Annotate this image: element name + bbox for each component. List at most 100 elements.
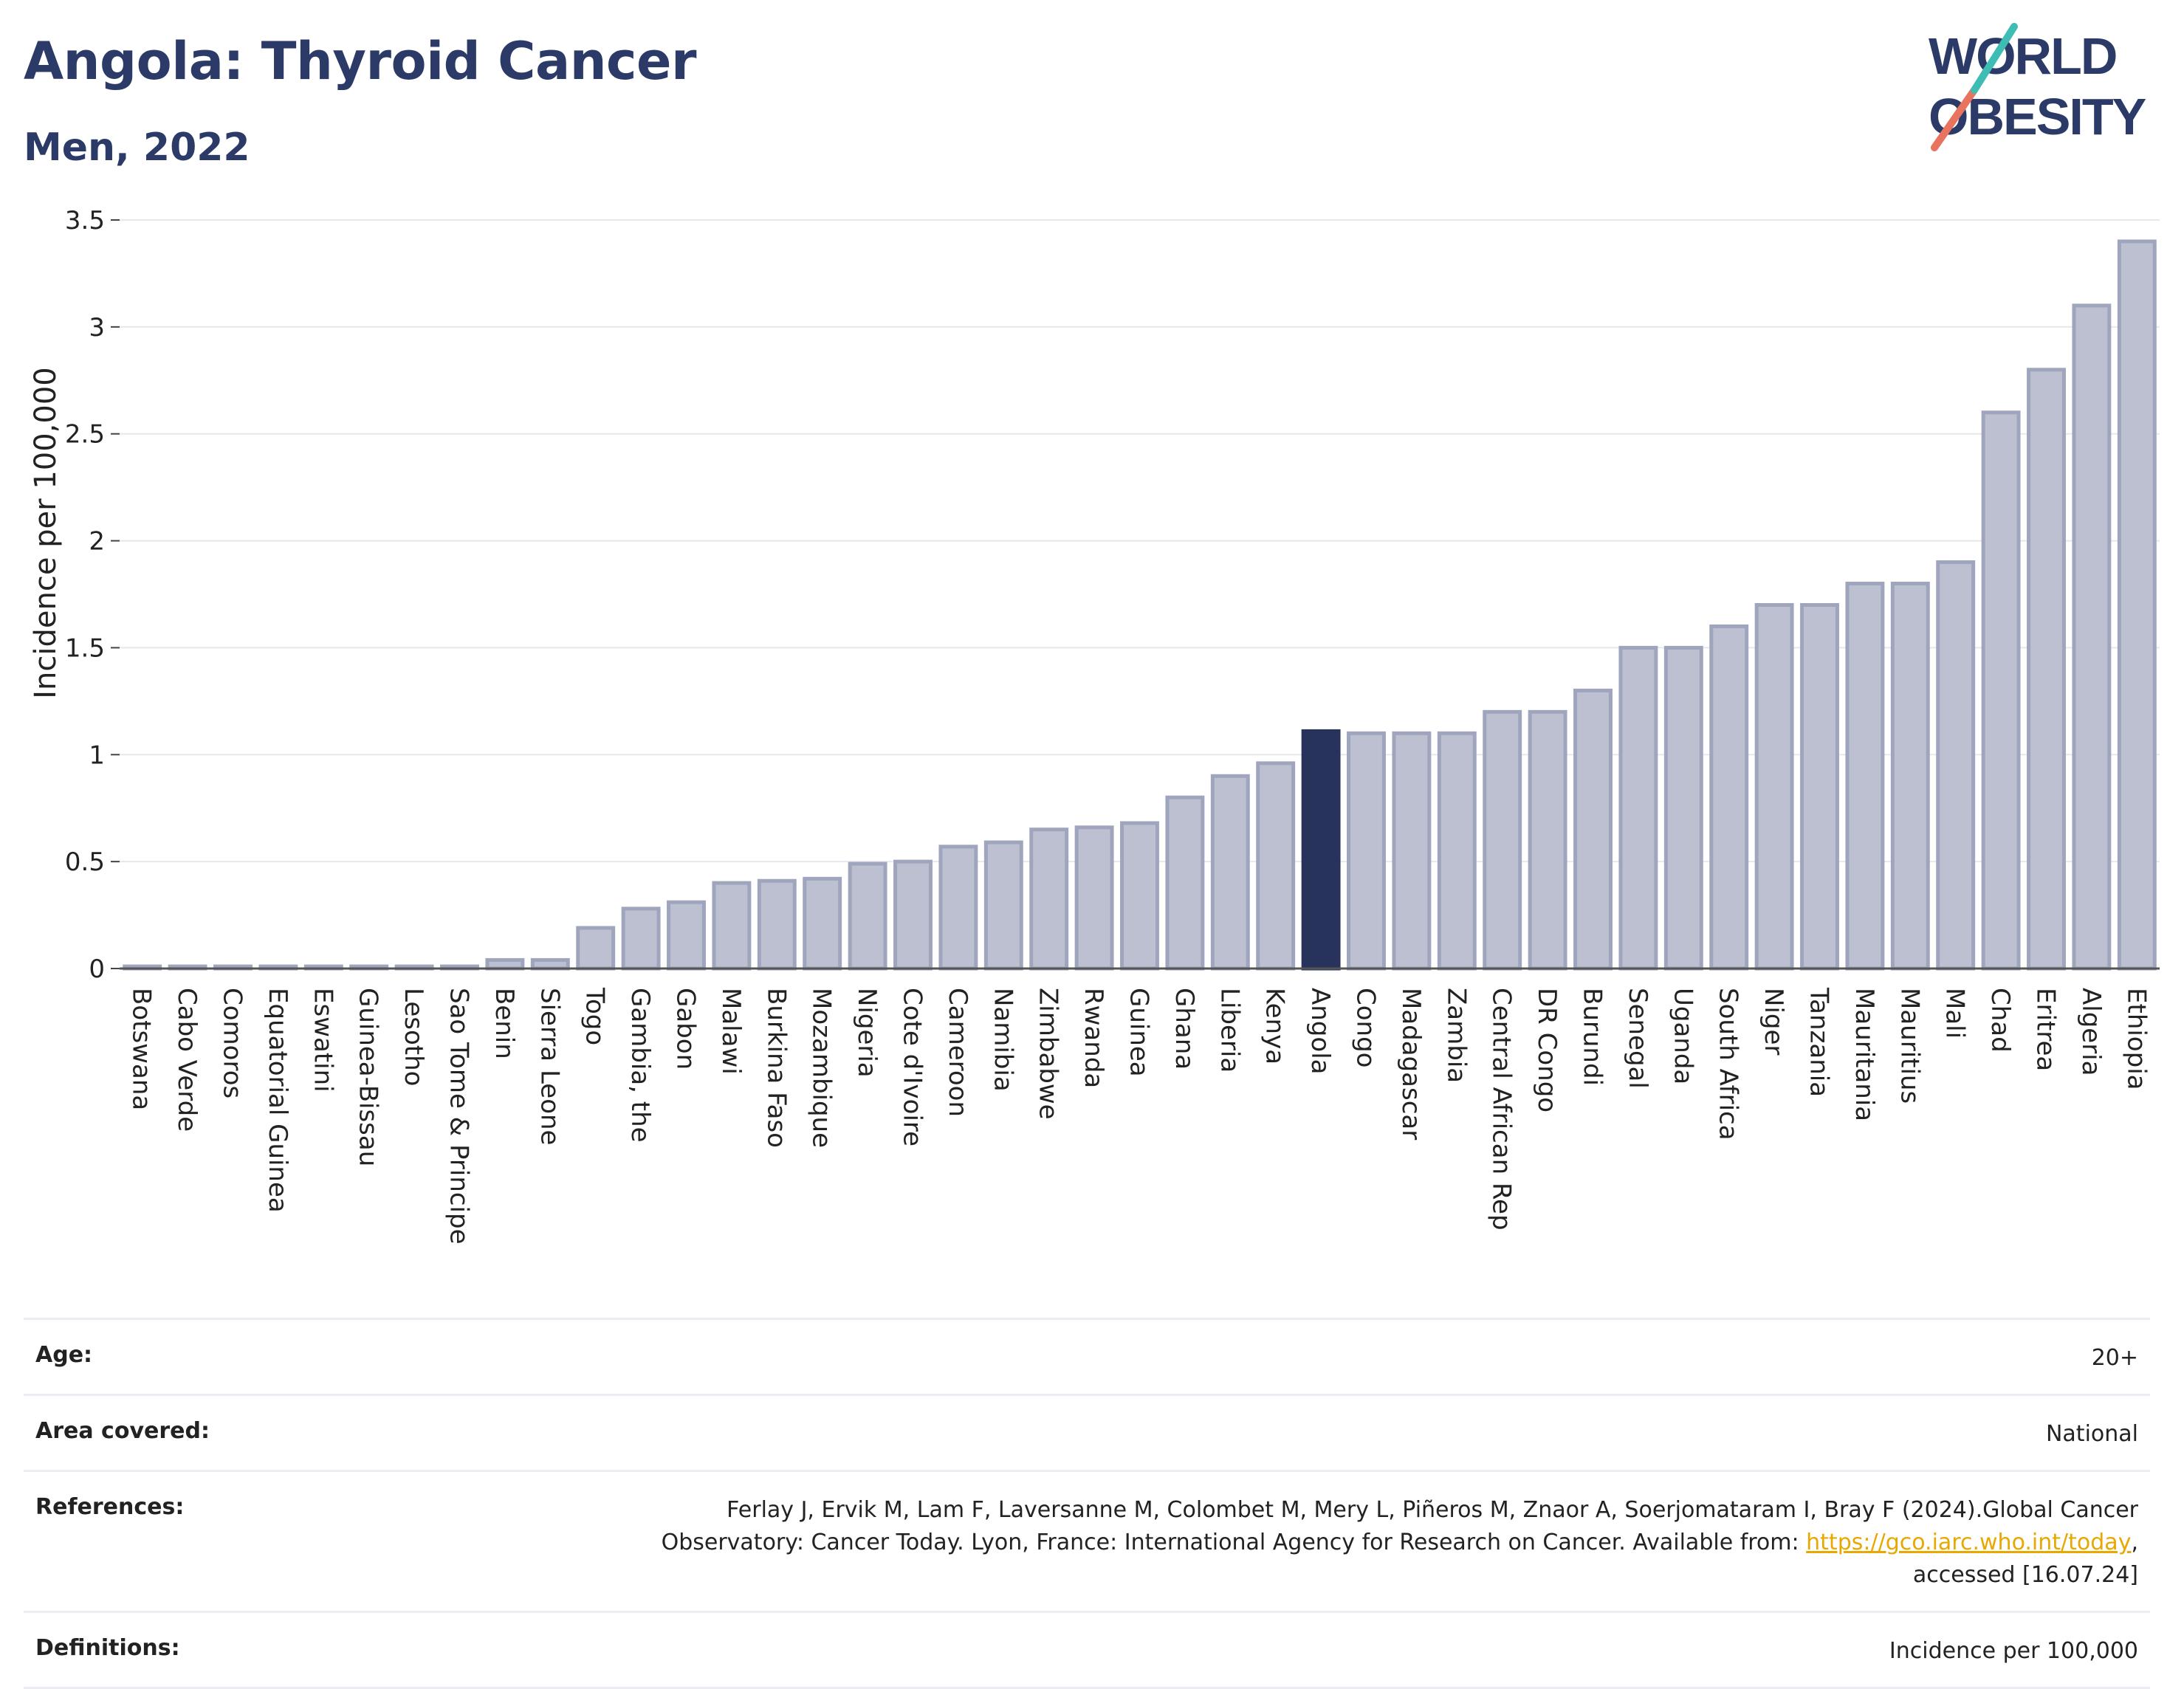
metadata-table: Age: 20+ Area covered: National Referenc… <box>24 1318 2150 1689</box>
x-tick-label: Guinea-Bissau <box>354 988 383 1166</box>
x-tick-label: Madagascar <box>1396 988 1426 1140</box>
references-line-1: Ferlay J, Ervik M, Lam F, Laversanne M, … <box>727 1497 2138 1523</box>
references-line-2-end: , <box>2131 1530 2138 1555</box>
y-tick-label: 0 <box>89 954 105 984</box>
x-tick-label: Uganda <box>1668 988 1697 1084</box>
x-tick-label: Zimbabwe <box>1034 988 1063 1120</box>
x-tick-label: Cameroon <box>943 988 972 1117</box>
y-tick-label: 1 <box>89 740 105 770</box>
definitions-label: Definitions: <box>35 1635 180 1661</box>
x-tick-label: Eritrea <box>2031 988 2061 1071</box>
meta-row-age: Age: 20+ <box>24 1318 2150 1394</box>
bar-mali <box>1936 560 1976 971</box>
bar-senegal <box>1618 645 1658 971</box>
bar-nigeria <box>848 861 887 971</box>
references-line-2: Observatory: Cancer Today. Lyon, France:… <box>661 1530 1807 1555</box>
bar-congo <box>1347 731 1386 971</box>
x-tick-label: Botswana <box>127 988 157 1110</box>
x-tick-label: Togo <box>580 987 610 1045</box>
x-tick-label: Liberia <box>1215 988 1244 1073</box>
bar-namibia <box>983 840 1023 971</box>
x-tick-label: Ghana <box>1170 988 1199 1070</box>
x-tick-label: Malawi <box>716 988 746 1075</box>
bar-zambia <box>1437 731 1477 971</box>
bar-mozambique <box>803 876 842 971</box>
x-tick-label: Burundi <box>1578 988 1607 1086</box>
x-tick-label: Equatorial Guinea <box>263 988 292 1213</box>
area-value: National <box>2045 1421 2138 1447</box>
references-link[interactable]: https://gco.iarc.who.int/today <box>1806 1530 2132 1555</box>
bars <box>120 239 2160 971</box>
definitions-value: Incidence per 100,000 <box>1889 1638 2138 1664</box>
y-tick-label: 2 <box>89 527 105 557</box>
meta-row-references: References: Ferlay J, Ervik M, Lam F, La… <box>24 1470 2150 1611</box>
x-tick-label: Lesotho <box>399 988 428 1086</box>
x-tick-label: Guinea <box>1124 988 1154 1077</box>
bar-ethiopia <box>2117 239 2157 971</box>
x-tick-label: Mozambique <box>807 988 837 1148</box>
x-tick-label: Sao Tome & Principe <box>444 988 474 1245</box>
y-tick-label: 0.5 <box>65 847 105 877</box>
bar-uganda <box>1663 645 1703 971</box>
meta-row-area: Area covered: National <box>24 1394 2150 1470</box>
x-tick-label: Kenya <box>1260 988 1290 1064</box>
x-tick-label: Gambia, the <box>625 988 655 1143</box>
bar-chad <box>1981 410 2021 971</box>
y-tick-label: 3 <box>89 313 105 343</box>
bar-liberia <box>1210 774 1250 971</box>
x-tick-label: Congo <box>1351 988 1381 1067</box>
references-value: Ferlay J, Ervik M, Lam F, Laversanne M, … <box>662 1494 2138 1592</box>
bar-south-africa <box>1709 624 1749 971</box>
x-tick-label: Zambia <box>1441 988 1471 1083</box>
bar-togo <box>576 926 616 971</box>
x-tick-label: Niger <box>1759 988 1788 1055</box>
bar-tanzania <box>1800 602 1839 971</box>
x-tick-label: Sierra Leone <box>535 988 564 1145</box>
area-label: Area covered: <box>35 1418 210 1444</box>
bar-cameroon <box>938 844 978 971</box>
bar-burkina-faso <box>757 878 797 971</box>
x-tick-label: Rwanda <box>1079 988 1108 1088</box>
x-tick-label: Namibia <box>988 988 1017 1092</box>
bar-angola <box>1301 729 1341 971</box>
bar-benin <box>485 957 525 971</box>
world-obesity-logo: WORLD OBESITY <box>1929 23 2148 151</box>
x-axis-labels: Botswana Cabo Verde Comoros Equatorial Guin… <box>127 987 2152 1245</box>
bar-mauritania <box>1845 582 1885 971</box>
x-tick-label: Algeria <box>2076 988 2106 1076</box>
chart-subtitle: Men, 2022 <box>24 125 250 170</box>
bar-cote-d-ivoire <box>893 859 933 971</box>
x-tick-label: Central African Rep <box>1487 988 1517 1231</box>
x-tick-label: Burkina Faso <box>761 988 791 1148</box>
chart-title: Angola: Thyroid Cancer <box>24 31 697 92</box>
y-tick-label: 1.5 <box>65 633 105 663</box>
bar-zimbabwe <box>1029 828 1069 971</box>
x-tick-label: DR Congo <box>1532 988 1562 1112</box>
x-tick-label: Tanzania <box>1804 987 1834 1097</box>
y-axis-ticks: 0 0.5 1 1.5 2 2.5 3 3.5 <box>65 206 120 984</box>
age-label: Age: <box>35 1342 93 1368</box>
x-tick-label: Cabo Verde <box>172 988 202 1132</box>
x-tick-label: Eswatini <box>308 988 337 1093</box>
y-tick-label: 3.5 <box>65 206 105 235</box>
bar-central-african-rep <box>1483 709 1522 971</box>
x-tick-label: Comoros <box>218 988 247 1098</box>
bar-chart: 0 0.5 1 1.5 2 2.5 3 3.5 Botswana Cabo Verde Comor… <box>29 206 2160 1245</box>
bar-gambia-the <box>621 907 661 971</box>
bar-burundi <box>1573 688 1613 971</box>
x-tick-label: Gabon <box>671 988 701 1070</box>
bar-malawi <box>712 881 752 971</box>
x-tick-label: Ethiopia <box>2121 988 2151 1090</box>
bar-kenya <box>1256 761 1296 971</box>
x-tick-label: Mauritius <box>1895 988 1924 1104</box>
x-tick-label: Benin <box>490 988 519 1059</box>
x-tick-label: Nigeria <box>852 988 882 1078</box>
age-value: 20+ <box>2091 1345 2138 1371</box>
y-axis-label: Incidence per 100,000 <box>29 367 63 699</box>
svg-text:WORLD: WORLD <box>1929 27 2116 85</box>
x-tick-label: Cote d'Ivoire <box>898 988 927 1146</box>
x-tick-label: Chad <box>1985 988 2015 1053</box>
bar-madagascar <box>1392 731 1432 971</box>
references-line-3: accessed [16.07.24] <box>1912 1562 2138 1588</box>
bar-niger <box>1754 602 1794 971</box>
